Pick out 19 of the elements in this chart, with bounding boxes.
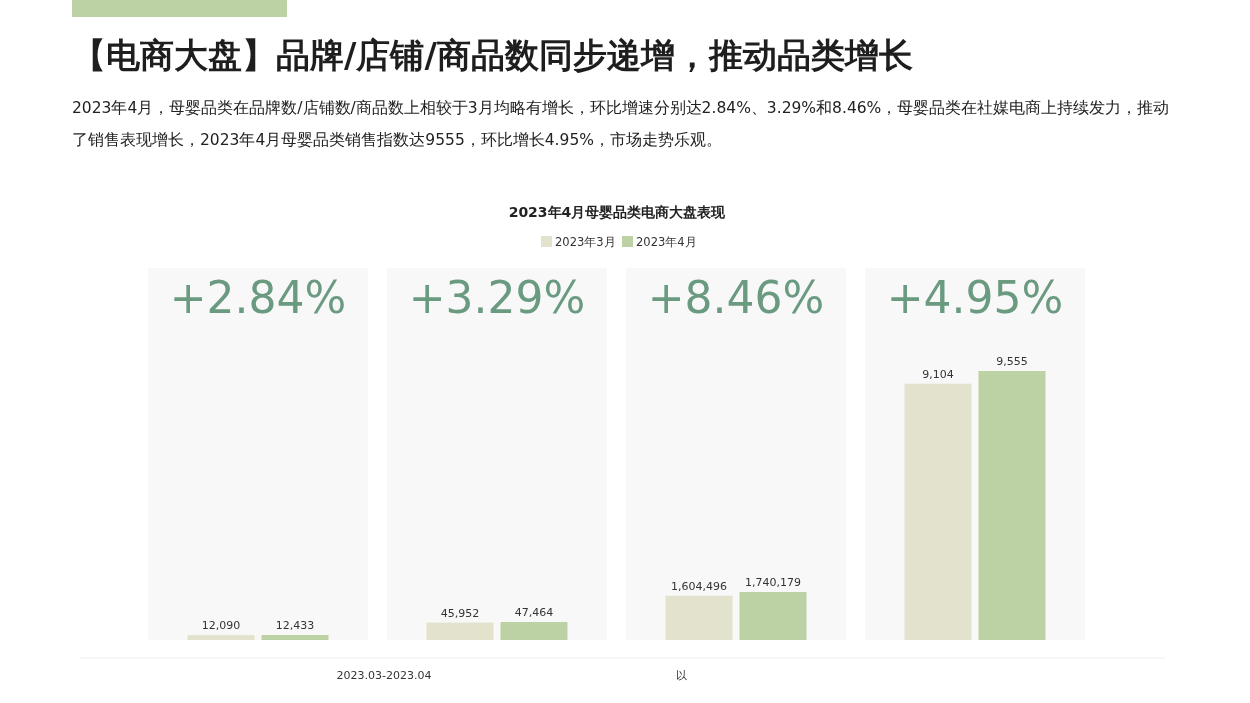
- text: +8.46%: [647, 272, 825, 323]
- legend-label: 2023年3月: [555, 234, 616, 249]
- text: 以: [675, 669, 687, 682]
- data-label: 9,555: [996, 355, 1028, 368]
- data-label: 47,464: [514, 606, 554, 619]
- text: +2.84%: [169, 272, 347, 323]
- data-label: 45,952: [440, 606, 480, 620]
- text: 2023年4月母婴品类电商大盘表现: [508, 204, 727, 220]
- data-label: 1,604,496: [671, 579, 727, 593]
- data-label: 12,433: [275, 619, 315, 632]
- data-label: 9,104: [922, 367, 954, 381]
- text: 2023.03-2023.04: [336, 669, 432, 682]
- text: 2023年4月，母婴品类在品牌数/店铺数/商品数上相较于3月均略有增长，环比增速分别达2.84%、3.29%和8.46%，母婴品类在社媒电商上持续发力，推动了销售表现增长，2023年4月母婴品类销售指数达9555，环比增长4.95%，市场走势乐观。: [72, 98, 1171, 151]
- text: +3.29%: [408, 272, 586, 323]
- text: 【电商大盘】品牌/店铺/商品数同步递增，推动品类增长: [72, 35, 913, 75]
- data-label: 1,740,179: [745, 576, 801, 589]
- text: +4.95%: [886, 272, 1064, 323]
- data-label: 12,090: [201, 619, 241, 633]
- legend-label: 2023年4月: [636, 234, 697, 249]
